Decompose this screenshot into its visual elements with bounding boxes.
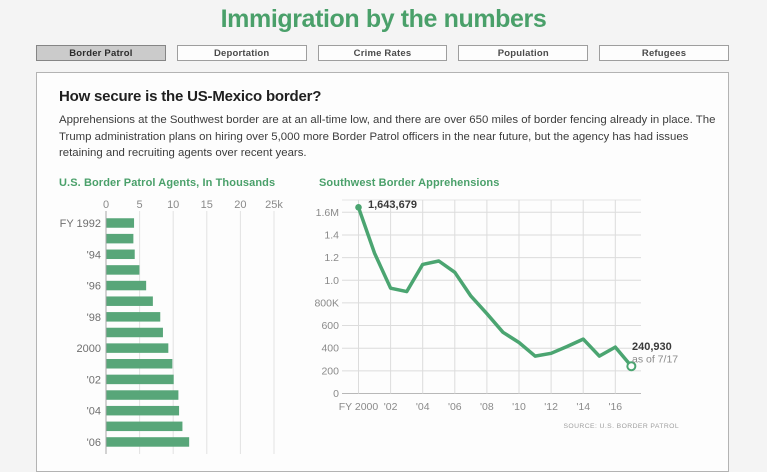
svg-text:1.2: 1.2 [324,252,339,264]
svg-text:2000: 2000 [77,343,101,355]
page-title: Immigration by the numbers [220,5,547,33]
svg-text:'10: '10 [512,401,526,413]
tab-crime-rates[interactable]: Crime Rates [317,45,448,61]
svg-text:'04: '04 [416,401,430,413]
tab-refugees[interactable]: Refugees [599,45,729,61]
svg-text:SOURCE: U.S. BORDER PATROL: SOURCE: U.S. BORDER PATROL [563,423,679,430]
svg-text:'14: '14 [576,401,590,413]
article-body: Apprehensions at the Southwest border ar… [59,114,716,159]
svg-text:0: 0 [103,199,109,211]
svg-text:800K: 800K [314,297,339,309]
svg-text:1.6M: 1.6M [316,207,339,219]
svg-text:15: 15 [201,199,213,211]
svg-text:'06: '06 [448,401,462,413]
svg-text:400: 400 [321,343,339,355]
svg-text:'12: '12 [544,401,558,413]
svg-text:FY 1992: FY 1992 [60,218,101,230]
svg-text:as of 7/17: as of 7/17 [632,354,678,366]
content-card: How secure is the US-Mexico border? Appr… [36,72,729,472]
svg-text:240,930: 240,930 [632,341,672,353]
svg-text:'02: '02 [384,401,398,413]
svg-text:5: 5 [137,199,143,211]
svg-text:FY 2000: FY 2000 [339,401,379,413]
svg-text:0: 0 [333,388,339,400]
tab-deportation[interactable]: Deportation [176,45,307,61]
svg-text:'98: '98 [87,312,101,324]
tab-bar: Border Patrol Deportation Crime Rates Po… [36,45,729,61]
svg-text:'08: '08 [480,401,494,413]
tab-border-patrol[interactable]: Border Patrol [36,45,166,61]
svg-text:1.0: 1.0 [324,275,339,287]
svg-text:1,643,679: 1,643,679 [368,199,417,211]
svg-text:'04: '04 [87,406,101,418]
svg-text:25k: 25k [265,199,283,211]
article-heading: How secure is the US-Mexico border? [59,88,322,105]
bar-chart: 0 5 10 15 20 25k FY 1992 '94 '96 '98 2000 '02 '04 '06 [60,199,283,454]
line-chart: 1.6M 1.4 1.2 1.0 800K 600 400 200 0FY 2000 '02 '04… [314,199,679,430]
svg-text:'96: '96 [87,281,101,293]
svg-text:20: 20 [234,199,246,211]
svg-text:'06: '06 [87,437,101,449]
tab-population[interactable]: Population [458,45,589,61]
bar-chart-title: U.S. Border Patrol Agents, In Thousands [59,177,276,189]
svg-text:'02: '02 [87,374,101,386]
svg-text:'16: '16 [608,401,622,413]
svg-text:600: 600 [321,320,339,332]
line-chart-title: Southwest Border Apprehensions [319,177,500,189]
svg-text:10: 10 [167,199,179,211]
svg-text:'94: '94 [87,249,101,261]
svg-text:200: 200 [321,365,339,377]
svg-text:1.4: 1.4 [324,229,339,241]
